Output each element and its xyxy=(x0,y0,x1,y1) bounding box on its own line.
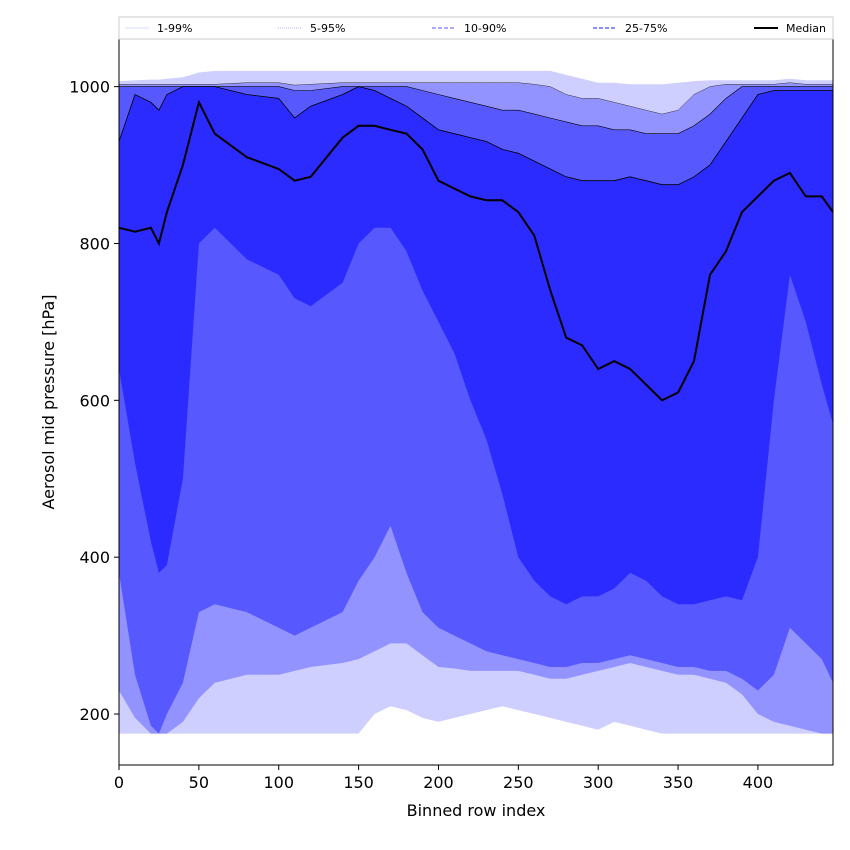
x-tick-label: 250 xyxy=(503,773,534,792)
legend-label: Median xyxy=(786,22,826,35)
y-tick-label: 400 xyxy=(79,548,110,567)
x-axis-label: Binned row index xyxy=(407,801,546,820)
legend-label: 25-75% xyxy=(625,22,667,35)
legend-label: 1-99% xyxy=(157,22,192,35)
line-75 xyxy=(119,86,833,186)
y-tick-label: 1000 xyxy=(69,78,110,97)
x-tick-label: 400 xyxy=(743,773,774,792)
bands-layer xyxy=(119,70,833,734)
legend-label: 5-95% xyxy=(310,22,345,35)
legend-box xyxy=(118,16,834,40)
x-tick-label: 350 xyxy=(663,773,694,792)
line-90 xyxy=(119,86,833,134)
legend-label: 10-90% xyxy=(464,22,506,35)
y-axis: 200 400 600 800 1000 xyxy=(69,78,119,724)
x-axis: 0 50 100 150 200 250 300 350 400 xyxy=(114,765,773,792)
x-tick-label: 150 xyxy=(343,773,374,792)
x-tick-label: 100 xyxy=(263,773,294,792)
y-tick-label: 600 xyxy=(79,391,110,410)
line-95 xyxy=(119,82,833,115)
x-tick-label: 200 xyxy=(423,773,454,792)
y-tick-label: 200 xyxy=(79,705,110,724)
band-25-75 xyxy=(119,86,833,605)
y-axis-label: Aerosol mid pressure [hPa] xyxy=(39,294,58,509)
x-tick-label: 50 xyxy=(189,773,209,792)
legend: 1-99% 5-95% 10-90% 25-75% Median xyxy=(118,16,834,40)
y-tick-label: 800 xyxy=(79,234,110,253)
x-tick-label: 0 xyxy=(114,773,124,792)
median-layer xyxy=(119,99,833,402)
x-tick-label: 300 xyxy=(583,773,614,792)
median-line xyxy=(119,99,833,402)
